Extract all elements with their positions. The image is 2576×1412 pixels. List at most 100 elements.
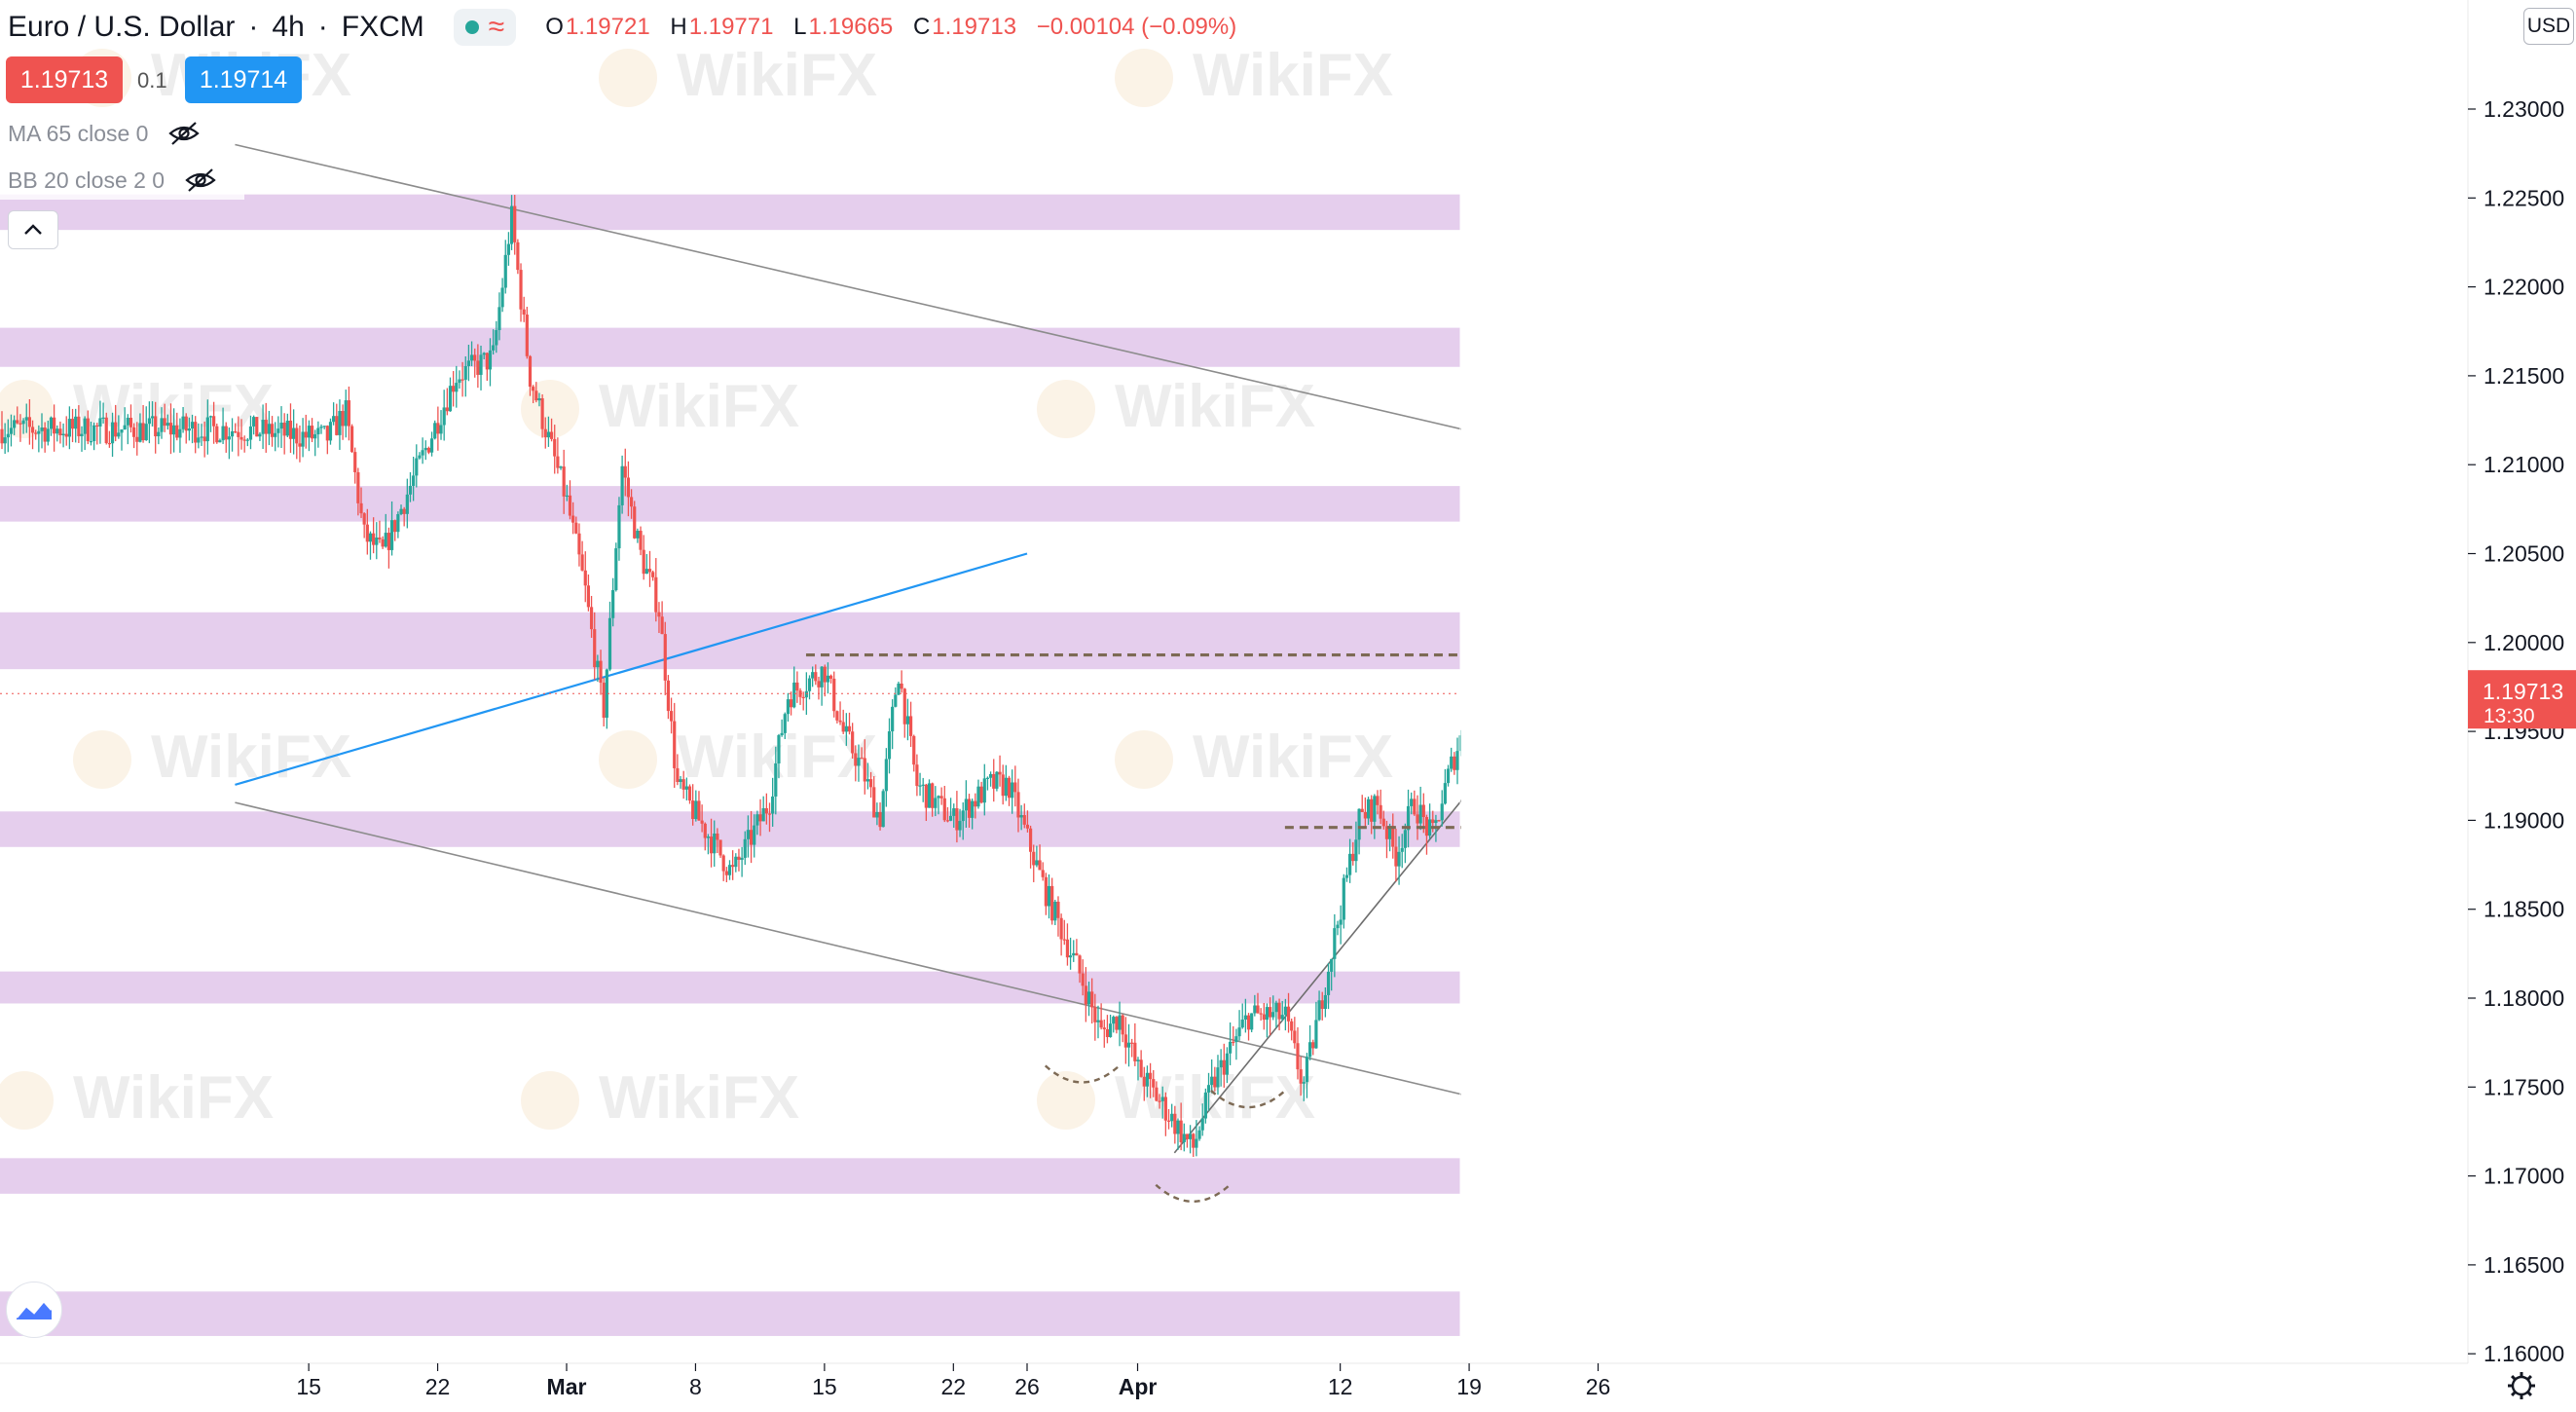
price-axis[interactable]	[1461, 0, 2576, 1412]
candle-down	[426, 447, 431, 453]
candle-down	[1081, 973, 1085, 986]
time-tick-label: 19	[1456, 1374, 1482, 1399]
sell-price-button[interactable]: 1.19713	[6, 56, 123, 103]
candle-up	[74, 416, 78, 429]
candle-up	[755, 814, 759, 826]
candle-up	[743, 838, 747, 858]
candle-down	[1222, 1059, 1226, 1075]
eye-off-icon[interactable]	[184, 167, 217, 193]
candle-down	[264, 420, 268, 434]
candle-up	[1250, 1013, 1254, 1030]
candle-up	[1019, 815, 1023, 818]
candle-up	[611, 590, 615, 618]
candle-down	[1105, 1028, 1110, 1037]
candle-up	[24, 417, 28, 421]
candle-up	[985, 777, 990, 779]
candle-down	[789, 699, 793, 708]
candle-down	[1453, 756, 1456, 770]
trendline-channel-upper[interactable]	[235, 143, 1654, 475]
eye-off-icon[interactable]	[167, 121, 201, 146]
settings-gear-icon[interactable]	[2508, 1372, 2535, 1399]
candle-down	[749, 830, 754, 845]
tradingview-logo-button[interactable]	[6, 1282, 62, 1338]
indicator-ma-legend[interactable]: MA 65 close 0	[0, 114, 229, 153]
market-status-pill[interactable]: ≈	[453, 9, 517, 46]
candle-up	[267, 424, 271, 434]
candle-down	[436, 423, 440, 434]
price-tick-label: 1.17500	[2484, 1074, 2564, 1099]
candle-up	[1053, 901, 1057, 921]
indicator-bb-legend[interactable]: BB 20 close 2 0	[0, 161, 245, 200]
candle-down	[386, 533, 391, 550]
candle-down	[931, 783, 935, 808]
gear-tooth	[2511, 1391, 2517, 1396]
collapse-legend-button[interactable]	[8, 210, 58, 249]
trendline-channel-lower[interactable]	[235, 801, 1543, 1115]
candle-down	[1065, 939, 1070, 958]
candle-down	[516, 242, 520, 271]
buy-price-button[interactable]: 1.19714	[185, 56, 302, 103]
candle-up	[9, 427, 14, 434]
candle-down	[70, 419, 75, 429]
candle-down	[1269, 1007, 1272, 1018]
watermark-logo	[1037, 1071, 1095, 1130]
candle-up	[1126, 1042, 1131, 1048]
candle-up	[1011, 782, 1014, 799]
candle-up	[971, 800, 975, 818]
currency-button[interactable]: USD	[2523, 8, 2574, 45]
candle-down	[863, 758, 866, 782]
candle-down	[814, 672, 818, 682]
candle-down	[519, 270, 523, 310]
candle-down	[666, 680, 671, 712]
candle-down	[362, 513, 366, 525]
candle-down	[663, 634, 667, 681]
candle-up	[117, 432, 121, 437]
candle-down	[697, 800, 701, 821]
candle-down	[255, 417, 259, 437]
candle-down	[1192, 1133, 1196, 1148]
candle-down	[1416, 814, 1419, 824]
high-value: 1.19771	[688, 14, 774, 40]
candle-down	[1044, 876, 1048, 907]
candle-up	[396, 514, 400, 533]
ohlc-readout: O1.19721 H1.19771 L1.19665 C1.19713 −0.0…	[545, 14, 1237, 40]
candle-up	[706, 836, 711, 838]
candle-down	[522, 309, 526, 316]
timeframe-label[interactable]: 4h	[272, 11, 305, 43]
candle-up	[1170, 1113, 1174, 1122]
candle-down	[1007, 777, 1012, 799]
candle-up	[13, 420, 17, 428]
gear-tooth	[2511, 1375, 2517, 1381]
candle-up	[307, 426, 311, 438]
candle-up	[1326, 971, 1331, 995]
candle-up	[1206, 1085, 1211, 1093]
candle-up	[200, 436, 203, 438]
candle-up	[1265, 1007, 1270, 1021]
candle-down	[298, 443, 302, 447]
watermark-text: WikiFX	[1193, 724, 1393, 791]
candle-up	[21, 420, 25, 425]
candle-up	[1317, 1000, 1321, 1021]
candle-up	[1112, 1017, 1116, 1024]
candle-up	[205, 417, 209, 442]
candle-down	[841, 722, 845, 732]
candle-up	[101, 417, 105, 419]
trendline-blue-trendline[interactable]	[235, 552, 1028, 786]
symbol-title[interactable]: Euro / U.S. Dollar	[8, 11, 236, 43]
candle-down	[1256, 1005, 1260, 1014]
candle-down	[234, 430, 238, 433]
candle-down	[709, 836, 714, 854]
candle-down	[163, 418, 166, 427]
candle-down	[955, 808, 959, 831]
candle-down	[1311, 1042, 1315, 1049]
candle-down	[1056, 901, 1060, 918]
candle-down	[828, 675, 833, 679]
gear-tooth	[2526, 1391, 2532, 1396]
candle-up	[761, 807, 765, 822]
candle-up	[509, 205, 514, 244]
candle-down	[215, 426, 219, 443]
time-axis[interactable]	[0, 1363, 2576, 1412]
candle-down	[325, 426, 329, 441]
candle-up	[1428, 819, 1432, 836]
